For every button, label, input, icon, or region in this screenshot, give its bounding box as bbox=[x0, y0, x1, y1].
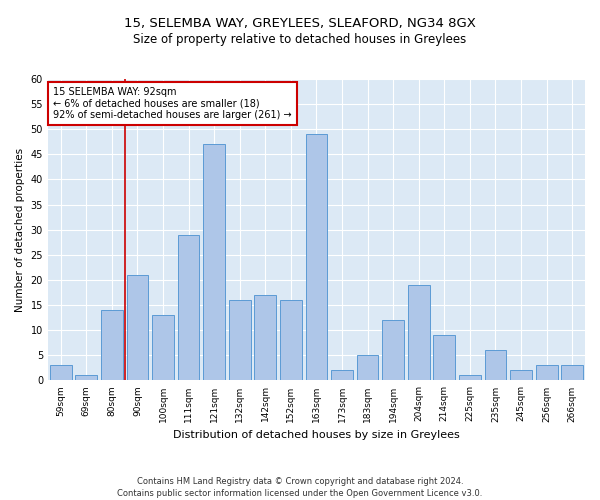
Bar bbox=[152, 315, 174, 380]
Bar bbox=[331, 370, 353, 380]
Y-axis label: Number of detached properties: Number of detached properties bbox=[15, 148, 25, 312]
Bar bbox=[305, 134, 328, 380]
Bar bbox=[536, 366, 557, 380]
Bar bbox=[76, 376, 97, 380]
Text: 15, SELEMBA WAY, GREYLEES, SLEAFORD, NG34 8GX: 15, SELEMBA WAY, GREYLEES, SLEAFORD, NG3… bbox=[124, 18, 476, 30]
Text: Contains HM Land Registry data © Crown copyright and database right 2024.: Contains HM Land Registry data © Crown c… bbox=[137, 478, 463, 486]
Bar bbox=[433, 335, 455, 380]
Bar bbox=[562, 366, 583, 380]
Bar bbox=[178, 234, 199, 380]
Bar bbox=[101, 310, 123, 380]
Bar bbox=[408, 285, 430, 380]
Text: Size of property relative to detached houses in Greylees: Size of property relative to detached ho… bbox=[133, 32, 467, 46]
Bar bbox=[485, 350, 506, 380]
Bar bbox=[357, 356, 379, 380]
Text: Contains public sector information licensed under the Open Government Licence v3: Contains public sector information licen… bbox=[118, 489, 482, 498]
Bar bbox=[459, 376, 481, 380]
Bar bbox=[203, 144, 225, 380]
Bar bbox=[50, 366, 71, 380]
Bar bbox=[254, 295, 276, 380]
Bar bbox=[127, 275, 148, 380]
Text: 15 SELEMBA WAY: 92sqm
← 6% of detached houses are smaller (18)
92% of semi-detac: 15 SELEMBA WAY: 92sqm ← 6% of detached h… bbox=[53, 86, 292, 120]
Bar bbox=[382, 320, 404, 380]
Bar bbox=[229, 300, 251, 380]
X-axis label: Distribution of detached houses by size in Greylees: Distribution of detached houses by size … bbox=[173, 430, 460, 440]
Bar bbox=[510, 370, 532, 380]
Bar bbox=[280, 300, 302, 380]
